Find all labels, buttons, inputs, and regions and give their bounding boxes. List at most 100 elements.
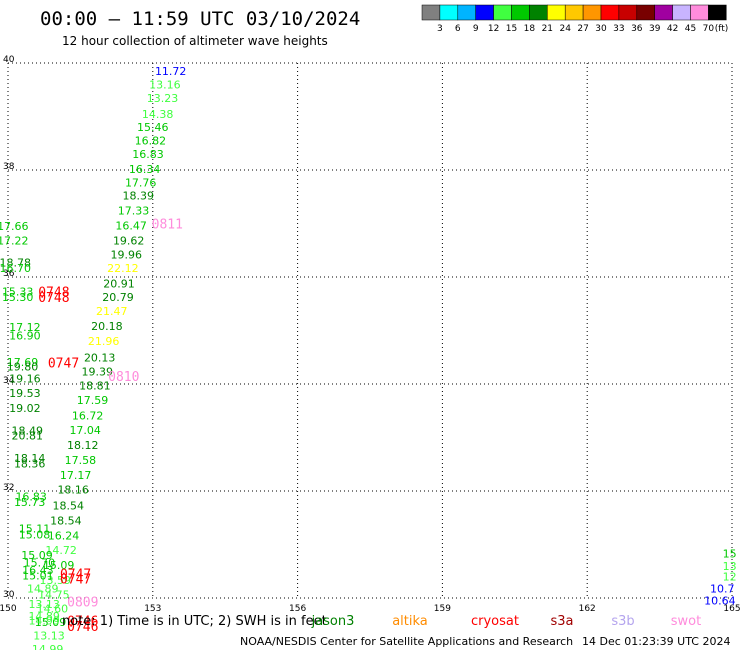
wave-height-label: 18.36 xyxy=(14,458,46,471)
wave-height-label: 19.80 xyxy=(7,360,39,373)
colorbar-label: 24 xyxy=(559,24,571,34)
wave-height-label: 13.16 xyxy=(149,78,181,91)
colorbar-swatch xyxy=(440,5,458,20)
wave-height-label: 19.02 xyxy=(9,402,41,415)
colorbar-label: 6 xyxy=(455,24,461,34)
wave-height-label: 16.47 xyxy=(115,220,147,233)
pass-time-label: 0809 xyxy=(67,596,98,611)
wave-height-label: 17.76 xyxy=(125,176,157,189)
wave-height-label: 16.90 xyxy=(9,329,41,342)
credit-text: NOAA/NESDIS Center for Satellite Applica… xyxy=(240,635,573,648)
colorbar-label: 39 xyxy=(649,24,661,34)
pass-time-label: 0747 xyxy=(48,357,79,372)
y-tick-label: 32 xyxy=(3,483,14,493)
colorbar-label: 3 xyxy=(437,24,443,34)
wave-height-label: 18.81 xyxy=(79,380,111,393)
wave-height-label: 15 xyxy=(723,548,737,561)
wave-height-label: 19.16 xyxy=(9,373,41,386)
y-tick-label: 40 xyxy=(3,55,15,65)
wave-height-label: 17.66 xyxy=(0,220,29,233)
colorbar-swatch xyxy=(655,5,673,20)
wave-height-label: 17.33 xyxy=(118,205,150,218)
wave-height-label: 16.34 xyxy=(129,163,161,176)
wave-height-label: 21.96 xyxy=(88,335,120,348)
mission-label-jason3: jason3 xyxy=(311,614,355,629)
colorbar-label: 18 xyxy=(524,24,536,34)
mission-legend: jason3 altika cryosat s3a s3b swot xyxy=(311,614,702,629)
colorbar-swatch xyxy=(601,5,619,20)
wave-height-label: 20.79 xyxy=(102,291,134,304)
footnote: note: 1) Time is in UTC; 2) SWH is in fe… xyxy=(62,614,327,629)
chart-subtitle: 12 hour collection of altimeter wave hei… xyxy=(62,34,328,48)
pass-time-label: 0811 xyxy=(152,218,183,233)
wave-height-label: 17.59 xyxy=(77,394,109,407)
colorbar-swatch xyxy=(619,5,637,20)
mission-label-altika: altika xyxy=(392,614,428,629)
colorbar-label: 12 xyxy=(488,24,499,34)
colorbar-label: 33 xyxy=(613,24,624,34)
colorbar-swatch xyxy=(529,5,547,20)
colorbar-swatch xyxy=(458,5,476,20)
wave-height-label: 18.54 xyxy=(50,514,82,527)
colorbar-swatch xyxy=(637,5,655,20)
chart-title: 00:00 – 11:59 UTC 03/10/2024 xyxy=(40,8,360,30)
wave-height-label: 17.22 xyxy=(0,235,29,248)
wave-height-label: 20.81 xyxy=(12,429,44,442)
wave-height-label: 16.83 xyxy=(132,148,164,161)
x-tick-label: 153 xyxy=(144,604,161,614)
colorbar-label: 9 xyxy=(473,24,479,34)
wave-height-label: 16.82 xyxy=(135,135,167,148)
wave-height-label: 22.12 xyxy=(107,262,139,275)
mission-label-swot: swot xyxy=(671,614,701,629)
colorbar-label: 27 xyxy=(577,24,588,34)
wave-height-label: 15.73 xyxy=(14,496,46,509)
colorbar-swatch xyxy=(708,5,726,20)
x-tick-label: 162 xyxy=(579,604,596,614)
wave-height-label: 14.99 xyxy=(32,643,64,650)
colorbar-swatch xyxy=(691,5,709,20)
wave-height-label: 17.58 xyxy=(65,454,97,467)
wave-height-label: 13.13 xyxy=(28,598,60,611)
wave-height-label: 13.23 xyxy=(147,92,179,105)
wave-height-label: 14.89 xyxy=(27,582,59,595)
wave-height-label: 10.7 xyxy=(710,582,735,595)
x-tick-label: 150 xyxy=(0,604,17,614)
wave-height-label: 21.47 xyxy=(96,305,128,318)
colorbar-swatch xyxy=(494,5,512,20)
mission-label-s3a: s3a xyxy=(550,614,573,629)
wave-height-label: 10.64 xyxy=(704,595,736,608)
wave-height-label: 20.18 xyxy=(91,320,123,333)
y-tick-label: 30 xyxy=(3,590,15,600)
colorbar-swatch xyxy=(512,5,530,20)
colorbar-label: 42 xyxy=(667,24,678,34)
colorbar-label: 21 xyxy=(542,24,553,34)
wave-height-label: 17.04 xyxy=(69,424,101,437)
colorbar-swatch xyxy=(476,5,494,20)
colorbar-label: 70 xyxy=(703,24,715,34)
wave-height-label: 11.72 xyxy=(155,65,187,78)
wave-height-label: 15.01 xyxy=(22,570,54,583)
wave-height-label: 16.24 xyxy=(48,529,80,542)
x-tick-label: 159 xyxy=(434,604,451,614)
wave-height-label: 14.38 xyxy=(142,108,174,121)
wave-height-label: 16.70 xyxy=(0,262,31,275)
wave-height-label: 19.53 xyxy=(9,387,41,400)
timestamp-text: 14 Dec 01:23:39 UTC 2024 xyxy=(582,635,730,648)
colorbar-swatch xyxy=(565,5,583,20)
wave-height-label: 18.54 xyxy=(53,499,85,512)
colorbar-label: 30 xyxy=(595,24,607,34)
pass-time-label: 0747 xyxy=(60,573,91,588)
x-tick-label: 156 xyxy=(289,604,306,614)
mission-label-s3b: s3b xyxy=(611,614,634,629)
colorbar: 3 6 9 12 15 18 21 24 27 30 33 36 39 42 45 70 (ft) xyxy=(422,5,728,34)
wave-height-label: 19.62 xyxy=(113,235,145,248)
colorbar-label: 45 xyxy=(685,24,696,34)
colorbar-swatch xyxy=(422,5,440,20)
colorbar-swatch xyxy=(673,5,691,20)
wave-height-label: 16.72 xyxy=(72,410,104,423)
wave-height-label: 13.13 xyxy=(33,629,65,642)
wave-height-label: 20.91 xyxy=(103,277,135,290)
wave-height-label: 15.46 xyxy=(137,121,169,134)
